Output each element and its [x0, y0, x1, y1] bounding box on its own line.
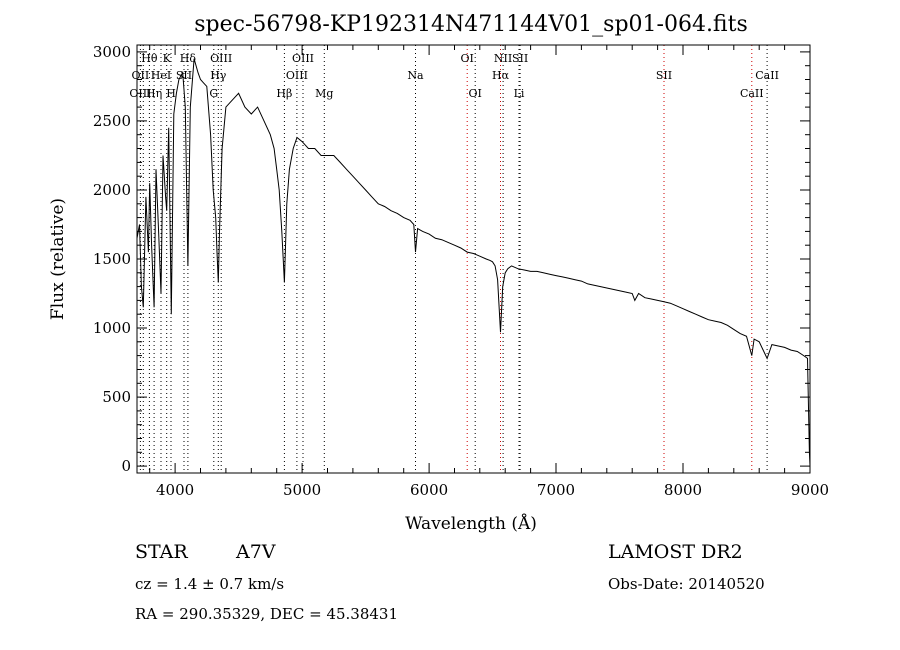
x-tick-label: 6000: [410, 481, 448, 499]
y-axis-label: Flux (relative): [48, 198, 68, 320]
line-label-Hθ: Hθ: [141, 52, 158, 65]
y-tick-label: 0: [121, 457, 131, 475]
y-tick-label: 500: [102, 388, 131, 406]
line-label-SII: SII: [512, 52, 528, 65]
observation-date: Obs-Date: 20140520: [608, 575, 765, 593]
line-label-Hα: Hα: [492, 69, 510, 82]
line-label-Hη: Hη: [146, 87, 162, 100]
line-label-G: G: [209, 87, 218, 100]
x-axis-ticks: 4000 5000 6000 7000 8000 9000: [149, 45, 829, 499]
line-label-OI: OI: [469, 87, 482, 100]
line-label-CaII: CaII: [740, 87, 764, 100]
line-label-HeI: HeI: [151, 69, 171, 82]
line-label-Hδ: Hδ: [180, 52, 197, 65]
line-label-Li: Li: [514, 87, 525, 100]
line-label-NII: NII: [494, 52, 512, 65]
chart-title: spec-56798-KP192314N471144V01_sp01-064.f…: [194, 12, 748, 37]
x-tick-label: 7000: [537, 481, 575, 499]
y-tick-label: 1500: [93, 250, 131, 268]
y-axis-ticks: 0 500 1000 1500 2000 2500 3000: [93, 43, 810, 475]
line-label-Hβ: Hβ: [276, 87, 292, 100]
line-label-Na: Na: [407, 69, 424, 82]
line-label-CaII: CaII: [755, 69, 779, 82]
line-label-OIII: OIII: [292, 52, 314, 65]
x-axis-label: Wavelength (Å): [405, 513, 537, 534]
object-class: STAR: [135, 541, 188, 563]
line-label-OIII: OIII: [210, 52, 232, 65]
x-tick-label: 8000: [664, 481, 702, 499]
line-label-OI: OI: [461, 52, 474, 65]
y-tick-label: 1000: [93, 319, 131, 337]
y-tick-label: 2000: [93, 181, 131, 199]
line-label-SII: SII: [176, 69, 192, 82]
redshift-cz: cz = 1.4 ± 0.7 km/s: [135, 575, 285, 593]
line-label-Hγ: Hγ: [210, 69, 227, 82]
x-tick-label: 5000: [283, 481, 321, 499]
x-tick-label: 9000: [791, 481, 829, 499]
line-label-Mg: Mg: [315, 87, 333, 100]
plot-frame: [136, 44, 811, 474]
y-tick-label: 2500: [93, 112, 131, 130]
subclass: A7V: [236, 541, 276, 563]
y-tick-label: 3000: [93, 43, 131, 61]
spectral-line-markers: [139, 45, 768, 473]
x-tick-label: 4000: [156, 481, 194, 499]
line-label-OII: OII: [132, 69, 150, 82]
survey-name: LAMOST DR2: [608, 541, 743, 563]
line-label-K: K: [163, 52, 172, 65]
line-label-H: H: [166, 87, 176, 100]
line-label-SII: SII: [656, 69, 672, 82]
line-label-OIII: OIII: [286, 69, 308, 82]
spectrum-series-line: [136, 58, 811, 467]
coordinates: RA = 290.35329, DEC = 45.38431: [135, 605, 399, 623]
